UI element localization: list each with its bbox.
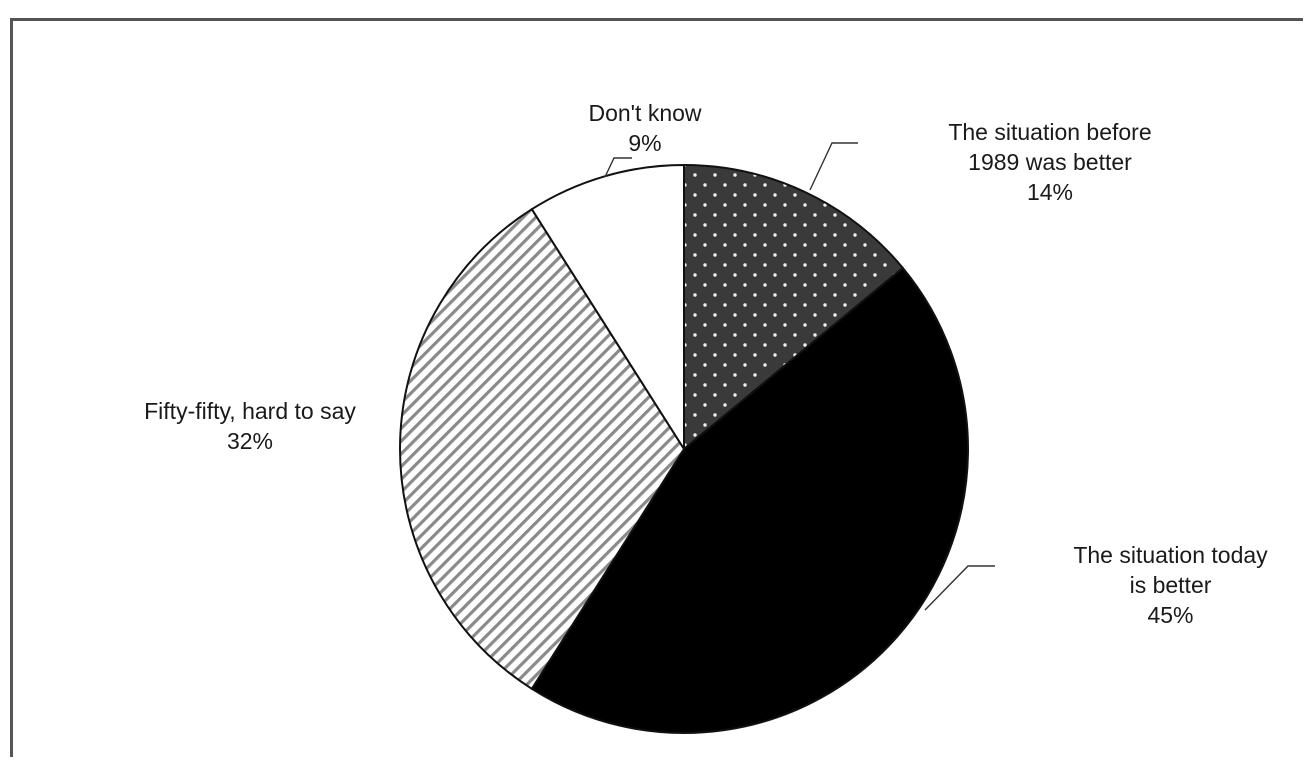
leader-line-dont-know xyxy=(604,157,632,178)
pie-slice-before-1989 xyxy=(683,163,905,452)
pie-slice-fifty-fifty xyxy=(399,207,686,691)
slice-label-today: The situation today is better 45% xyxy=(1073,542,1268,628)
leader-line-today xyxy=(924,565,995,611)
slice-label-dont-know: Don't know 9% xyxy=(588,100,702,156)
leader-line-before-1989 xyxy=(809,142,858,191)
pie-slice-today xyxy=(530,266,969,734)
slice-label-before-1989: The situation before 1989 was better 14% xyxy=(948,119,1152,205)
slice-label-fifty-fifty: Fifty-fifty, hard to say 32% xyxy=(144,398,356,454)
